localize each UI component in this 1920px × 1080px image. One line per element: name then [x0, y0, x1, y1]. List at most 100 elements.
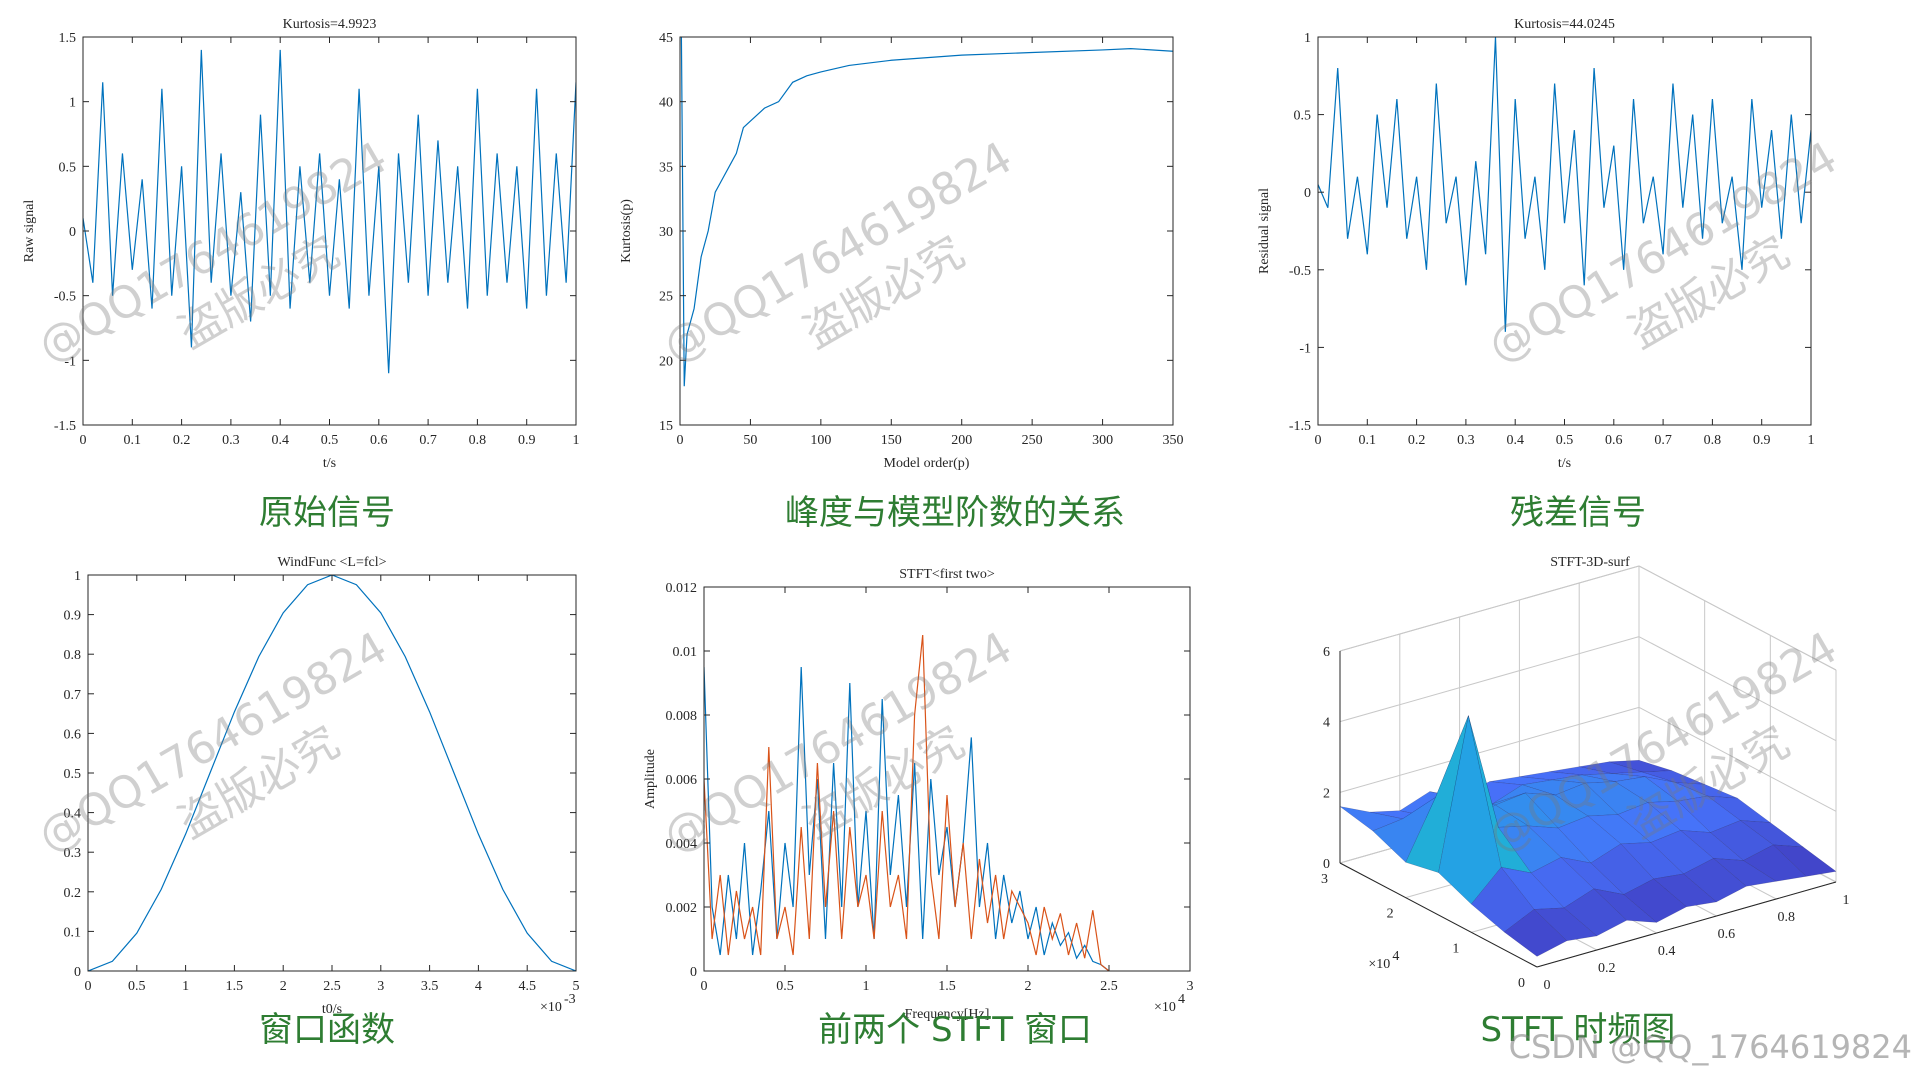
- x-tick-label: 2.5: [1100, 979, 1118, 994]
- y-tick-label: 20: [659, 354, 673, 369]
- grid-line: [1339, 636, 1640, 723]
- surface-cell: [1489, 776, 1553, 786]
- x-tick-label: 0.2: [1598, 961, 1616, 976]
- y-tick-label: 3: [1321, 872, 1328, 887]
- x-tick-label: 0.9: [1753, 433, 1771, 448]
- y-tick-label: 0.008: [666, 709, 698, 724]
- surface-cell: [1503, 909, 1568, 957]
- x-tick-label: 0: [80, 433, 87, 448]
- y-tick-label: 0.7: [64, 688, 82, 703]
- y-tick-label: 1: [74, 569, 81, 584]
- x-tick-label: 1: [1843, 893, 1850, 908]
- x-tick-label: 5: [573, 979, 580, 994]
- x-tick-label: 1: [182, 979, 189, 994]
- z-tick-label: 0: [1323, 857, 1330, 872]
- x-tick-label: 0.4: [1658, 944, 1676, 959]
- line-series: [1318, 37, 1811, 332]
- x-tick-label: 4: [475, 979, 482, 994]
- y-tick-label: 0.012: [666, 581, 698, 596]
- x-multiplier-exponent: -3: [564, 992, 576, 1007]
- x-tick-label: 0: [1544, 978, 1551, 993]
- y-tick-label: 0.2: [64, 886, 82, 901]
- surface-cell: [1679, 830, 1745, 861]
- plot-area: [1318, 37, 1811, 332]
- y-axis-label: Raw signal: [22, 200, 37, 263]
- y-tick-label: -1: [64, 354, 76, 369]
- x-tick-label: 1: [573, 433, 580, 448]
- x-tick-label: 0: [677, 433, 684, 448]
- surface-cell: [1647, 800, 1712, 833]
- x-multiplier-exponent: 4: [1178, 992, 1185, 1007]
- x-tick-label: 250: [1022, 433, 1043, 448]
- surface-cell: [1772, 844, 1837, 877]
- y-tick-label: 1: [1452, 941, 1459, 956]
- line-series: [83, 49, 576, 374]
- x-tick-label: 1: [1808, 433, 1815, 448]
- y-tick-label: 0: [69, 225, 76, 240]
- y-tick-label: -1: [1299, 341, 1311, 356]
- x-tick-label: 200: [951, 433, 972, 448]
- y-tick-label: 0.5: [59, 160, 77, 175]
- y-tick-label: 0.3: [64, 846, 82, 861]
- y-tick-label: 0.002: [666, 901, 698, 916]
- x-tick-label: 0.4: [1506, 433, 1524, 448]
- x-tick-label: 0.5: [1556, 433, 1574, 448]
- x-tick-label: 0.5: [776, 979, 794, 994]
- axes: 0 0.5 1 1.5 2 2.5 3 0 0.002 0.004 0.006 0.008 0.01 0.…: [643, 567, 1194, 1022]
- x-tick-label: 50: [743, 433, 757, 448]
- x-tick-label: 1: [863, 979, 870, 994]
- caption: 原始信号: [259, 493, 395, 533]
- x-tick-label: 100: [810, 433, 831, 448]
- surface-cell: [1339, 806, 1404, 832]
- line-series: [704, 666, 1110, 971]
- x-tick-label: 4.5: [518, 979, 536, 994]
- y-axis-label: Residual signal: [1257, 188, 1272, 274]
- z-tick-label: 6: [1323, 645, 1330, 660]
- x-tick-label: 0: [85, 979, 92, 994]
- z-tick-label: 4: [1323, 716, 1330, 731]
- plot-area: [680, 37, 1173, 387]
- y-tick-label: 0.9: [64, 609, 82, 624]
- x-tick-label: 0.2: [173, 433, 191, 448]
- surface-cell: [1563, 888, 1628, 937]
- x-tick-label: 0.6: [370, 433, 388, 448]
- x-tick-label: 300: [1092, 433, 1113, 448]
- y-tick-label: 45: [659, 31, 673, 46]
- grid-line: [1339, 565, 1640, 652]
- y-tick-label: 0.8: [64, 648, 82, 663]
- y-tick-label: 0: [690, 965, 697, 980]
- surface-cell: [1742, 844, 1807, 882]
- y-tick-label: 15: [659, 419, 673, 434]
- x-tick-label: 0.6: [1605, 433, 1623, 448]
- x-multiplier-base: ×10: [1154, 1000, 1176, 1015]
- x-tick-label: 0.9: [518, 433, 536, 448]
- chart-title: Kurtosis=44.0245: [1514, 17, 1615, 32]
- y-tick-label: 0: [1304, 186, 1311, 201]
- y-tick-label: 2: [1387, 907, 1394, 922]
- x-tick-label: 0: [701, 979, 708, 994]
- x-tick-label: 3.5: [421, 979, 439, 994]
- x-tick-label: 0: [1315, 433, 1322, 448]
- x-tick-label: 0.8: [1777, 910, 1795, 925]
- grid-line: [1339, 706, 1640, 793]
- x-tick-label: 350: [1163, 433, 1184, 448]
- x-axis-label: Frequency[Hz]: [905, 1007, 990, 1022]
- x-tick-label: 0.1: [1359, 433, 1377, 448]
- plot-area: [88, 575, 576, 971]
- caption: 前两个 STFT 窗口: [818, 1010, 1092, 1050]
- x-tick-label: 0.2: [1408, 433, 1426, 448]
- y-tick-label: 0.01: [673, 645, 698, 660]
- x-tick-label: 0.5: [321, 433, 339, 448]
- x-axis-label: t0/s: [322, 1002, 342, 1017]
- y-tick-label: 0: [1518, 976, 1525, 991]
- footer-watermark: CSDN @QQ_1764619824: [1509, 1028, 1912, 1066]
- axes: 0 0.1 0.2 0.3 0.4 0.5 0.6 0.7 0.8 0.9 1 -1.5 -1 -0.5 0…: [1257, 17, 1815, 471]
- caption: STFT 时频图: [1481, 1010, 1676, 1050]
- x-tick-label: 0.6: [1718, 927, 1736, 942]
- chart-title: STFT-3D-surf: [1550, 555, 1630, 570]
- x-axis-label: t/s: [323, 456, 336, 471]
- y-tick-label: 25: [659, 290, 673, 305]
- y-tick-label: 0.1: [64, 925, 82, 940]
- x-axis-label: t/s: [1558, 456, 1571, 471]
